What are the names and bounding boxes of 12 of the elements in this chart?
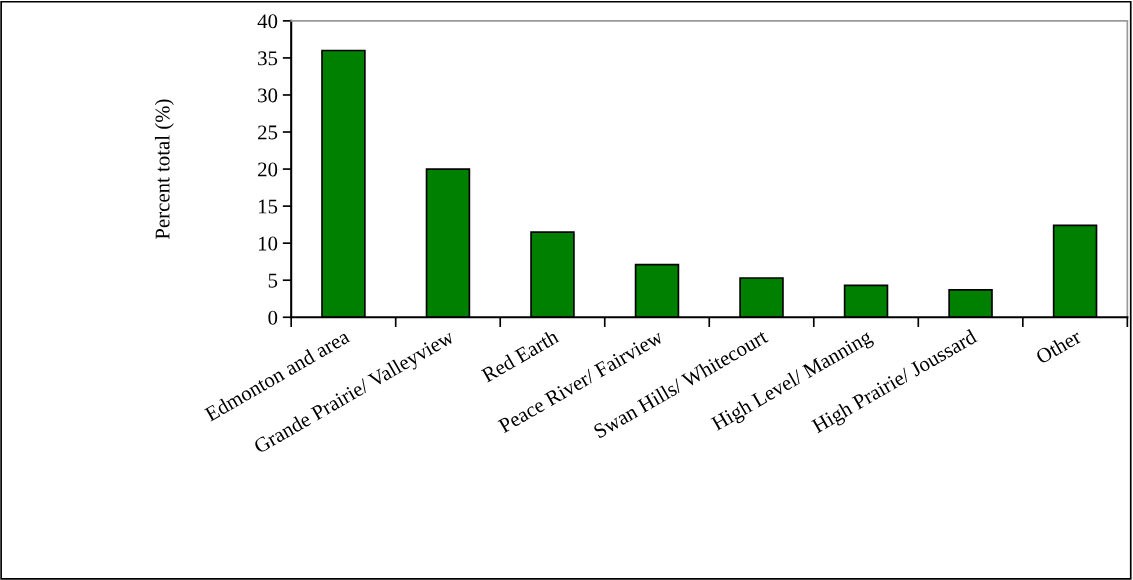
y-tick-label: 15 bbox=[258, 199, 278, 214]
y-tick-label: 25 bbox=[258, 125, 278, 140]
y-tick-label: 30 bbox=[258, 88, 278, 103]
y-tick-label: 20 bbox=[258, 162, 278, 177]
y-tick-label: 40 bbox=[257, 14, 278, 29]
y-axis-title: Percent total (%) bbox=[154, 99, 174, 240]
y-tick-label: 35 bbox=[258, 51, 278, 66]
x-tick-label: Other bbox=[1034, 328, 1083, 365]
y-tick-label: 5 bbox=[268, 273, 278, 288]
y-tick-label: 0 bbox=[268, 310, 278, 325]
y-tick-label: 10 bbox=[258, 236, 278, 251]
x-tick-label: Red Earth bbox=[480, 328, 560, 383]
